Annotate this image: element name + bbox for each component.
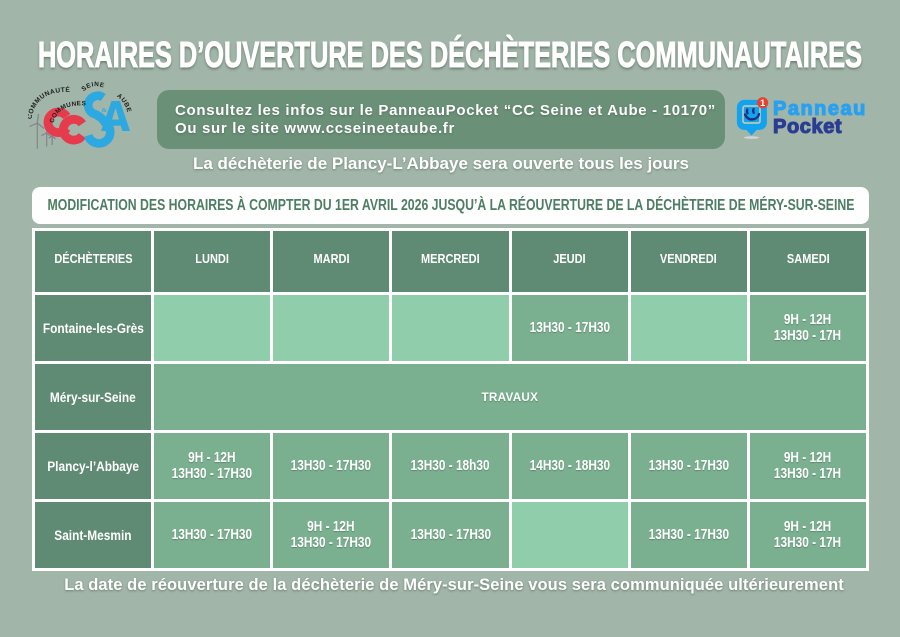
svg-text:Pocket: Pocket bbox=[773, 116, 842, 138]
svg-text:1: 1 bbox=[760, 98, 766, 109]
svg-text:SEINE: SEINE bbox=[80, 81, 105, 93]
svg-text:Panneau: Panneau bbox=[773, 98, 867, 120]
svg-text:&: & bbox=[102, 107, 108, 114]
